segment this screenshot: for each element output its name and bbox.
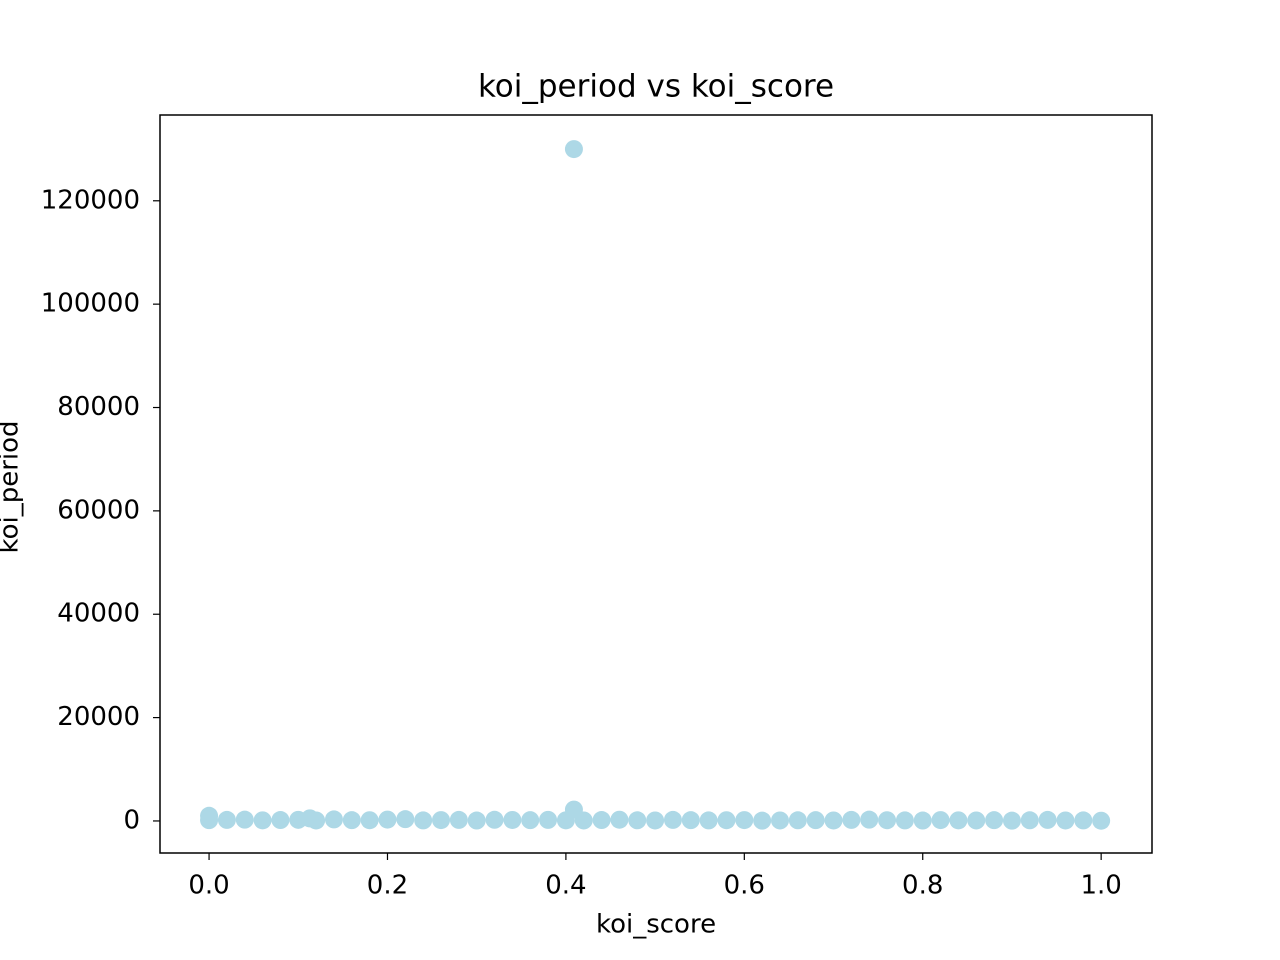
point bbox=[521, 811, 540, 830]
point bbox=[985, 811, 1004, 830]
point bbox=[842, 810, 861, 829]
point bbox=[396, 810, 415, 829]
y-tick-label: 20000 bbox=[57, 702, 140, 732]
point bbox=[1002, 811, 1021, 830]
point bbox=[913, 811, 932, 830]
point bbox=[235, 810, 254, 829]
point bbox=[681, 811, 700, 830]
point bbox=[1038, 810, 1057, 829]
point bbox=[324, 810, 343, 829]
point bbox=[360, 811, 379, 830]
x-tick-label: 0.2 bbox=[367, 871, 408, 901]
point bbox=[432, 811, 451, 830]
x-tick-label: 0.6 bbox=[724, 871, 765, 901]
point bbox=[414, 811, 433, 830]
point bbox=[271, 811, 290, 830]
point bbox=[592, 811, 611, 830]
x-tick-label: 0.0 bbox=[188, 871, 229, 901]
point bbox=[467, 811, 486, 830]
y-tick-label: 80000 bbox=[57, 392, 140, 422]
point bbox=[539, 810, 558, 829]
point bbox=[564, 800, 583, 819]
y-axis-label: koi_period bbox=[0, 420, 25, 553]
x-tick-label: 0.8 bbox=[902, 871, 943, 901]
point bbox=[967, 811, 986, 830]
point bbox=[1074, 811, 1093, 830]
point bbox=[931, 811, 950, 830]
point bbox=[564, 140, 583, 159]
x-axis-label: koi_score bbox=[596, 910, 716, 940]
point bbox=[949, 811, 968, 830]
point bbox=[503, 810, 522, 829]
point bbox=[646, 811, 665, 830]
y-tick-label: 120000 bbox=[41, 185, 140, 215]
y-tick-label: 40000 bbox=[57, 599, 140, 629]
y-tick-label: 100000 bbox=[41, 289, 140, 319]
point bbox=[771, 811, 789, 830]
point bbox=[735, 811, 754, 830]
point bbox=[217, 810, 236, 829]
point bbox=[378, 810, 397, 829]
point bbox=[300, 809, 319, 828]
plot-frame bbox=[159, 114, 1153, 854]
x-tick-label: 1.0 bbox=[1080, 871, 1121, 901]
point bbox=[342, 811, 361, 830]
point bbox=[717, 811, 736, 830]
point bbox=[628, 811, 647, 830]
point bbox=[449, 810, 468, 829]
point bbox=[253, 811, 272, 830]
point bbox=[753, 811, 772, 830]
y-tick-label: 0 bbox=[123, 805, 140, 835]
point bbox=[1056, 811, 1075, 830]
point bbox=[878, 811, 897, 830]
point bbox=[860, 810, 879, 829]
x-tick-label: 0.4 bbox=[545, 871, 586, 901]
point bbox=[1020, 811, 1039, 830]
point bbox=[485, 810, 504, 829]
point bbox=[788, 811, 807, 830]
point bbox=[824, 811, 843, 830]
y-tick-label: 60000 bbox=[57, 495, 140, 525]
point bbox=[663, 810, 682, 829]
point bbox=[806, 811, 825, 830]
point bbox=[895, 811, 914, 830]
point bbox=[200, 806, 219, 825]
chart-title: koi_period vs koi_score bbox=[478, 69, 834, 105]
point bbox=[699, 811, 718, 830]
point bbox=[1092, 811, 1111, 830]
point bbox=[610, 810, 629, 829]
